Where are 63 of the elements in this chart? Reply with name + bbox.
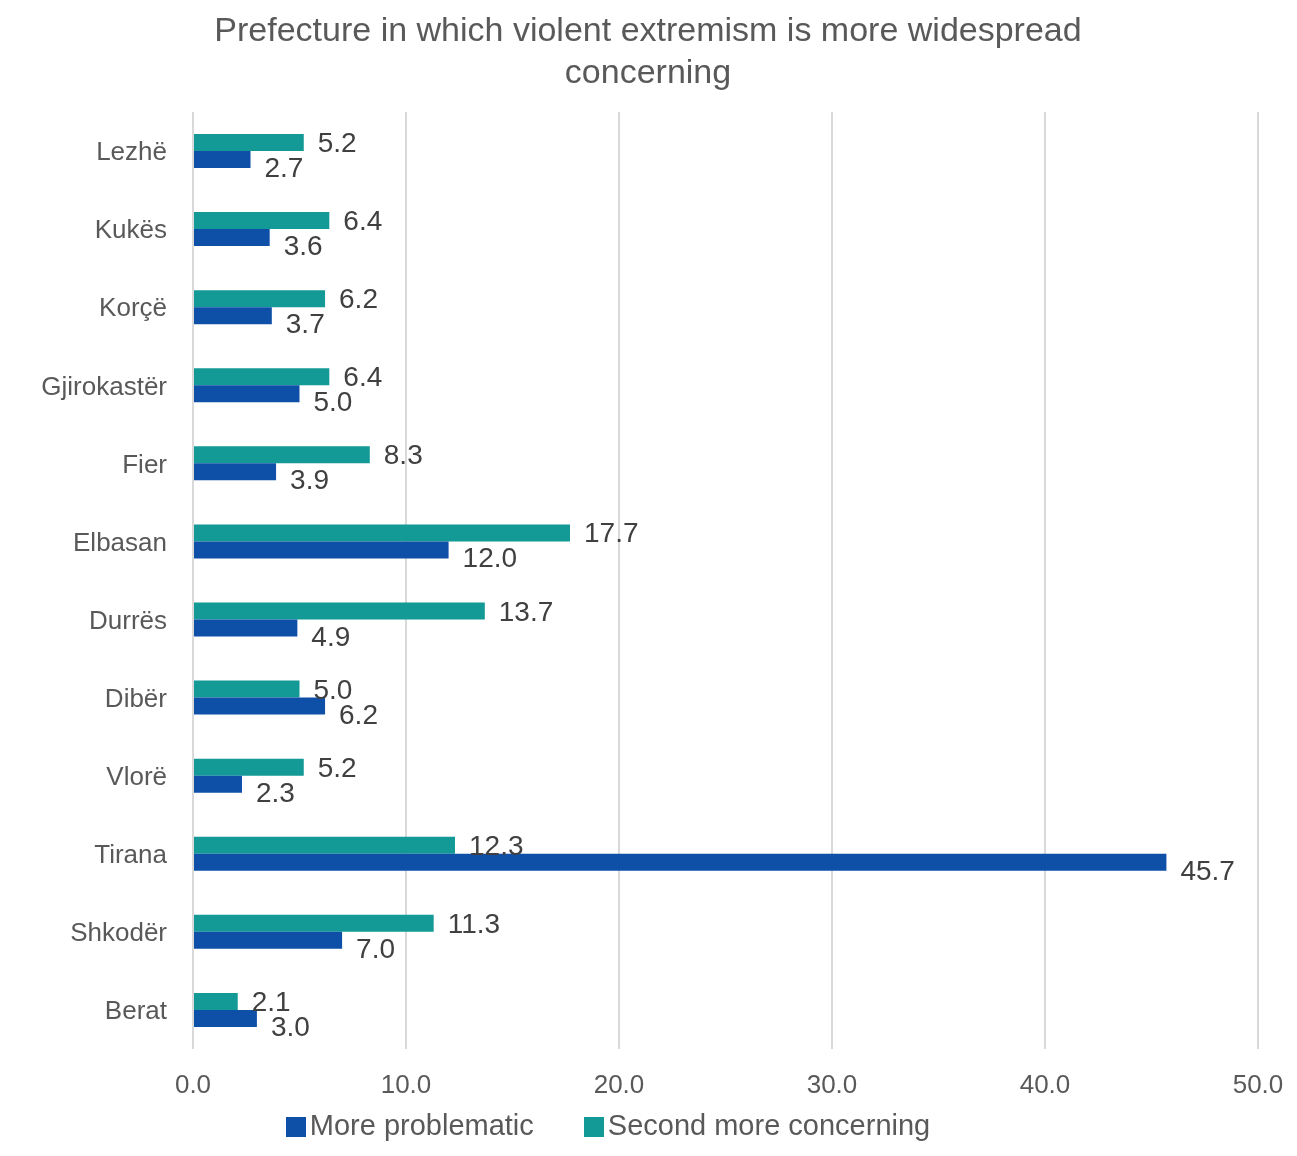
chart-title: Prefecture in which violent extremism is more widespread concerning (213, 9, 1083, 92)
bar (193, 680, 300, 698)
bar (193, 1009, 257, 1027)
data-label: 4.9 (311, 620, 351, 652)
data-label: 5.2 (317, 127, 357, 158)
bar (193, 446, 370, 464)
bar (193, 541, 449, 559)
y-tick-label: Gjirokastër (41, 370, 168, 401)
bar (193, 619, 298, 637)
y-tick-label: Vlorë (106, 760, 167, 791)
x-tick-label: 40.0 (1019, 1069, 1071, 1100)
y-tick-label: Elbasan (73, 526, 167, 557)
data-label: 7.0 (356, 932, 396, 964)
y-tick-label: Durrës (88, 604, 167, 635)
x-tick-label: 0.0 (174, 1069, 212, 1100)
data-label: 45.7 (1180, 854, 1235, 886)
data-label: 6.2 (339, 283, 378, 315)
y-tick-label: Tirana (94, 839, 168, 870)
data-label: 2.7 (264, 152, 304, 183)
bar (193, 385, 300, 403)
data-label: 3.9 (290, 464, 330, 496)
bar (193, 134, 304, 151)
x-tick-label: 30.0 (806, 1069, 858, 1100)
bar (193, 229, 270, 247)
x-tick-label: 50.0 (1232, 1069, 1284, 1100)
bar (193, 853, 1167, 871)
legend-label: Second more concerning (607, 1109, 931, 1141)
y-tick-label: Fier (122, 448, 168, 479)
bar (193, 836, 455, 854)
bar (193, 151, 251, 168)
data-label: 3.6 (283, 230, 323, 262)
bar (193, 758, 304, 776)
data-label: 12.3 (468, 829, 524, 861)
bar (193, 290, 326, 308)
y-tick-label: Dibër (104, 682, 168, 713)
bar (193, 992, 238, 1010)
bar (193, 697, 326, 715)
data-label: 12.0 (462, 542, 518, 574)
y-tick-label: Shkodër (70, 917, 168, 948)
bar (193, 463, 277, 481)
y-tick-label: Berat (104, 995, 168, 1026)
bar (193, 914, 434, 932)
bar (193, 931, 343, 949)
y-tick-label: Lezhë (96, 136, 167, 167)
data-label: 17.7 (584, 517, 639, 549)
data-label: 5.2 (317, 751, 357, 783)
bar (193, 775, 242, 793)
bar (193, 524, 571, 542)
data-label: 11.3 (447, 907, 501, 939)
data-label: 6.4 (343, 205, 383, 237)
legend-label: More problematic (309, 1109, 534, 1141)
data-label: 8.3 (383, 439, 423, 471)
y-tick-label: Korçë (99, 292, 167, 323)
bar (193, 307, 272, 325)
data-label: 3.7 (285, 308, 325, 340)
x-tick-label: 20.0 (593, 1069, 645, 1100)
data-label: 13.7 (498, 595, 554, 627)
bar (193, 212, 330, 230)
bar (193, 602, 485, 620)
y-tick-label: Kukës (94, 214, 167, 245)
bar (193, 368, 330, 386)
data-label: 2.3 (255, 776, 295, 808)
x-tick-label: 10.0 (380, 1069, 432, 1100)
